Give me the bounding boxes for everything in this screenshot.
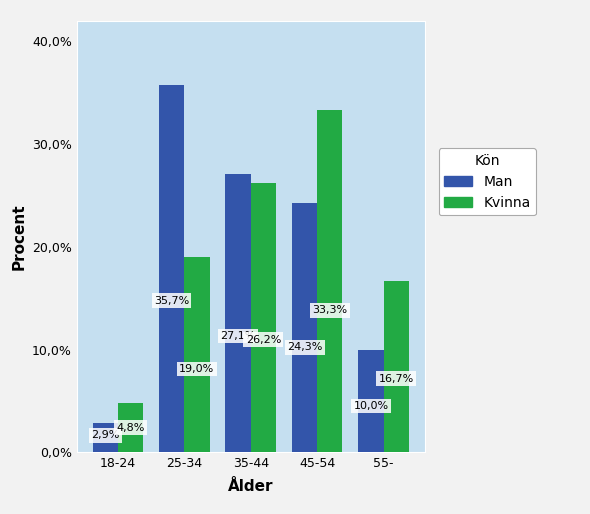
Bar bbox=[292, 203, 317, 452]
Bar bbox=[93, 423, 118, 452]
Text: 24,3%: 24,3% bbox=[287, 342, 322, 353]
Text: 26,2%: 26,2% bbox=[245, 335, 281, 344]
Bar bbox=[384, 281, 409, 452]
Bar bbox=[359, 350, 384, 452]
Legend: Man, Kvinna: Man, Kvinna bbox=[439, 149, 536, 215]
Bar bbox=[317, 110, 343, 452]
Bar bbox=[118, 403, 143, 452]
Bar bbox=[251, 183, 276, 452]
X-axis label: Ålder: Ålder bbox=[228, 479, 274, 493]
Bar bbox=[225, 174, 251, 452]
Text: 4,8%: 4,8% bbox=[116, 423, 145, 433]
Bar bbox=[184, 257, 209, 452]
Text: 10,0%: 10,0% bbox=[353, 401, 389, 411]
Text: 2,9%: 2,9% bbox=[91, 430, 119, 440]
Text: 19,0%: 19,0% bbox=[179, 364, 215, 374]
Text: 16,7%: 16,7% bbox=[379, 374, 414, 383]
Text: 33,3%: 33,3% bbox=[312, 305, 348, 316]
Text: 35,7%: 35,7% bbox=[154, 296, 189, 305]
Bar bbox=[159, 85, 184, 452]
Y-axis label: Procent: Procent bbox=[11, 203, 27, 270]
Text: 27,1%: 27,1% bbox=[221, 331, 256, 341]
